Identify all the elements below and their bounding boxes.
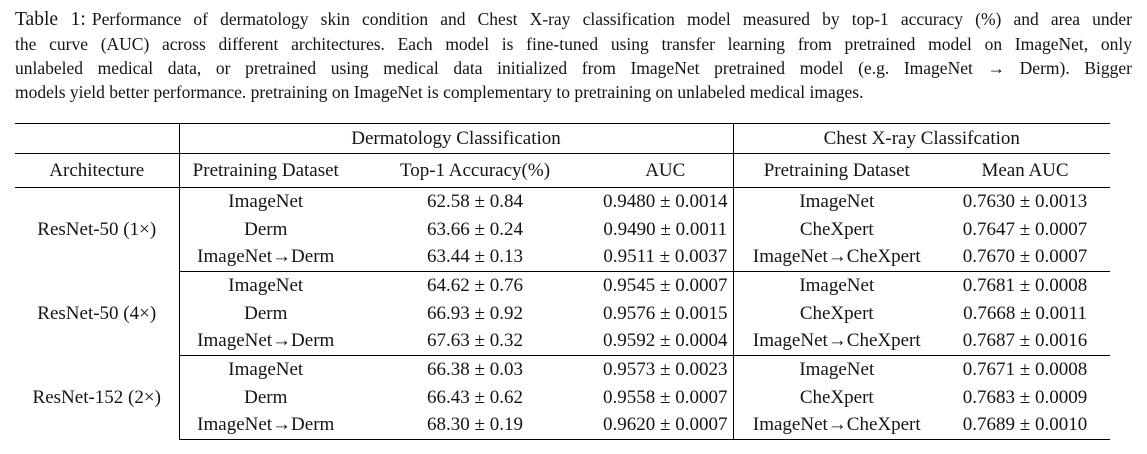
cell-mean-auc: 0.7670 ± 0.0007 — [940, 243, 1111, 272]
cell-mean-auc: 0.7647 ± 0.0007 — [962, 218, 1088, 240]
cell-auc: 0.9620 ± 0.0007 — [598, 411, 734, 440]
cell-auc: 0.9545 ± 0.0007 — [603, 274, 728, 296]
table-row: ResNet-50 (1×) ImageNet 62.58 ± 0.84 0.9… — [15, 187, 1110, 240]
cell-top1: 66.43 ± 0.62 — [427, 386, 523, 408]
cell-xray-pretrain: CheXpert — [732, 215, 941, 244]
col-header-derm-pretrain: Pretraining Dataset — [178, 153, 352, 188]
cell-auc: 0.9576 ± 0.0015 — [603, 302, 728, 324]
cell-auc: 0.9573 ± 0.0023 — [603, 358, 728, 380]
col-header-architecture: Architecture — [15, 153, 179, 188]
cell-derm-pretrain: ImageNet→Derm — [178, 243, 352, 272]
table-row: Derm 63.66 ± 0.24 0.9490 ± 0.0011 CheXpe… — [15, 215, 1110, 244]
caption-text-1: Performance of dermatology skin conditio… — [91, 9, 1132, 29]
cell-derm-pretrain: ImageNet→Derm — [178, 327, 352, 356]
col-header-mean-auc: Mean AUC — [940, 153, 1111, 188]
group-header-dermatology: Dermatology Classification — [178, 123, 734, 154]
cell-architecture: ResNet-50 (4×) — [37, 302, 157, 324]
cell-auc: 0.9558 ± 0.0007 — [603, 386, 728, 408]
cell-xray-pretrain: CheXpert — [732, 299, 941, 328]
cell-xray-pretrain: ImageNet — [732, 271, 941, 300]
cell-auc: 0.9592 ± 0.0004 — [598, 327, 734, 356]
table-row: Derm 66.43 ± 0.62 0.9558 ± 0.0007 CheXpe… — [15, 383, 1110, 412]
cell-xray-pretrain: ImageNet — [732, 187, 941, 216]
col-header-xray-pretrain: Pretraining Dataset — [732, 153, 941, 188]
cell-top1: 63.44 ± 0.13 — [352, 243, 598, 272]
cell-xray-pretrain: ImageNet→CheXpert — [732, 243, 941, 272]
cell-top1: 63.66 ± 0.24 — [427, 218, 523, 240]
cell-derm-pretrain: Derm — [178, 215, 352, 244]
caption-line-1: Table 1: Performance of dermatology skin … — [15, 7, 1132, 32]
cell-top1: 64.62 ± 0.76 — [427, 274, 523, 296]
cell-derm-pretrain: Derm — [178, 299, 352, 328]
cell-mean-auc: 0.7687 ± 0.0016 — [940, 327, 1111, 356]
cell-xray-pretrain: ImageNet→CheXpert — [732, 327, 941, 356]
cell-auc: 0.9480 ± 0.0014 — [603, 190, 728, 212]
cell-derm-pretrain: ImageNet — [178, 355, 352, 384]
caption-line-2: the curve (AUC) across different archite… — [15, 34, 1132, 54]
column-header-row: Architecture Pretraining Dataset Top-1 A… — [15, 153, 1111, 188]
group-header-xray: Chest X-ray Classifcation — [732, 123, 1111, 154]
cell-mean-auc: 0.7630 ± 0.0013 — [962, 190, 1088, 212]
cell-mean-auc: 0.7668 ± 0.0011 — [963, 302, 1087, 324]
results-table: Dermatology Classification Chest X-ray C… — [15, 123, 1111, 440]
cell-mean-auc: 0.7689 ± 0.0010 — [940, 411, 1111, 440]
group-header-empty — [15, 123, 179, 154]
caption-line-4: models yield better performance. pretrai… — [15, 82, 864, 102]
cell-architecture: ResNet-50 (1×) — [37, 218, 157, 240]
group-header-row: Dermatology Classification Chest X-ray C… — [15, 123, 1111, 154]
cell-xray-pretrain: CheXpert — [732, 383, 941, 412]
cell-top1: 66.38 ± 0.03 — [427, 358, 523, 380]
col-header-top1: Top-1 Accuracy(%) — [352, 153, 598, 188]
cell-derm-pretrain: ImageNet — [178, 271, 352, 300]
cell-xray-pretrain: ImageNet — [732, 355, 941, 384]
cell-derm-pretrain: ImageNet — [178, 187, 352, 216]
cell-architecture: ResNet-152 (2×) — [32, 386, 161, 408]
table-row: ImageNet→Derm 67.63 ± 0.32 0.9592 ± 0.00… — [15, 327, 1111, 356]
table-row: ResNet-152 (2×) ImageNet 66.38 ± 0.03 0.… — [15, 355, 1110, 408]
cell-derm-pretrain: ImageNet→Derm — [178, 411, 352, 440]
caption-line-3: unlabeled medical data, or pretrained us… — [15, 58, 1132, 78]
table-row: Derm 66.93 ± 0.92 0.9576 ± 0.0015 CheXpe… — [15, 299, 1110, 328]
cell-mean-auc: 0.7683 ± 0.0009 — [962, 386, 1088, 408]
cell-top1: 67.63 ± 0.32 — [352, 327, 598, 356]
caption-label: Table 1: — [15, 9, 86, 30]
col-header-auc: AUC — [598, 153, 734, 188]
cell-mean-auc: 0.7681 ± 0.0008 — [962, 274, 1088, 296]
cell-mean-auc: 0.7671 ± 0.0008 — [962, 358, 1088, 380]
table-row: ImageNet→Derm 68.30 ± 0.19 0.9620 ± 0.00… — [15, 411, 1111, 440]
table-row: ResNet-50 (4×) ImageNet 64.62 ± 0.76 0.9… — [15, 271, 1110, 324]
cell-xray-pretrain: ImageNet→CheXpert — [732, 411, 941, 440]
table-caption: Table 1: Performance of dermatology skin … — [15, 7, 1132, 104]
cell-auc: 0.9490 ± 0.0011 — [603, 218, 728, 240]
cell-top1: 68.30 ± 0.19 — [352, 411, 598, 440]
cell-top1: 62.58 ± 0.84 — [427, 190, 523, 212]
cell-top1: 66.93 ± 0.92 — [427, 302, 523, 324]
table-row: ImageNet→Derm 63.44 ± 0.13 0.9511 ± 0.00… — [15, 243, 1111, 272]
cell-derm-pretrain: Derm — [178, 383, 352, 412]
cell-auc: 0.9511 ± 0.0037 — [598, 243, 734, 272]
